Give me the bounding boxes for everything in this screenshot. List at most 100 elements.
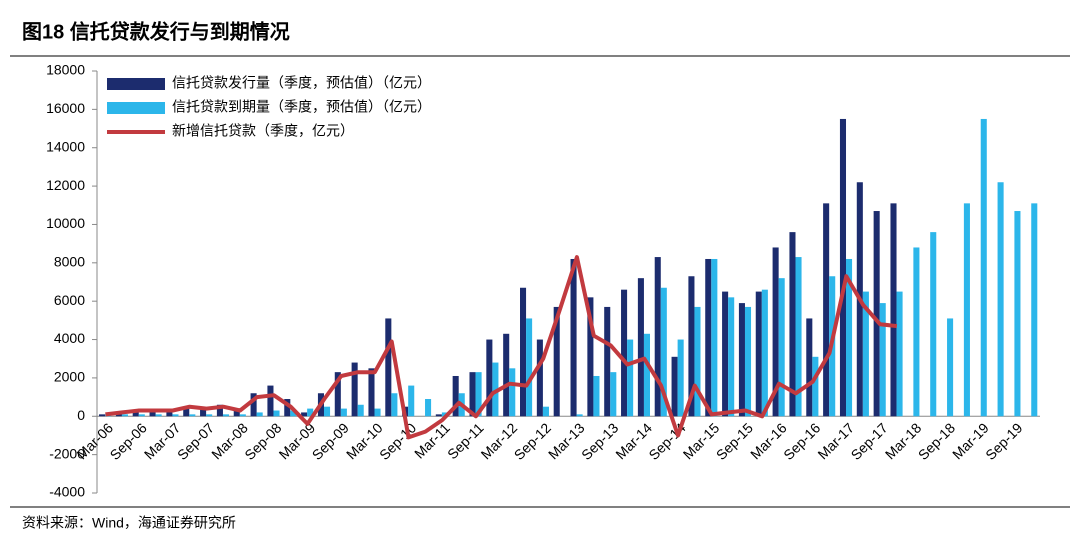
bar bbox=[671, 356, 678, 417]
bar bbox=[722, 291, 729, 417]
bar bbox=[301, 412, 308, 417]
bar bbox=[654, 257, 661, 417]
bar bbox=[536, 339, 543, 417]
bar bbox=[570, 258, 577, 417]
bar bbox=[947, 318, 954, 417]
y-tick-label: 14000 bbox=[46, 138, 85, 154]
bar bbox=[660, 287, 667, 417]
x-tick-label: Sep-11 bbox=[444, 420, 487, 463]
bar bbox=[492, 362, 499, 417]
bar bbox=[789, 232, 796, 417]
bar bbox=[593, 375, 600, 417]
bar bbox=[323, 406, 331, 417]
bar bbox=[441, 412, 448, 417]
y-tick-label: 0 bbox=[77, 407, 85, 423]
legend-swatch bbox=[107, 102, 165, 114]
y-tick-label: 2000 bbox=[54, 369, 85, 385]
y-tick-label: -2000 bbox=[49, 445, 85, 461]
bar bbox=[963, 203, 970, 417]
bar bbox=[677, 339, 684, 417]
bar bbox=[772, 247, 779, 417]
x-tick-label: Sep-15 bbox=[713, 420, 756, 463]
x-tick-label: Sep-19 bbox=[982, 420, 1025, 463]
bar bbox=[475, 372, 482, 417]
bar bbox=[711, 258, 718, 417]
bar bbox=[290, 410, 297, 417]
y-tick-label: 18000 bbox=[46, 62, 85, 78]
x-tick-label: Sep-16 bbox=[780, 420, 823, 463]
bar bbox=[351, 362, 358, 417]
bar bbox=[755, 291, 762, 417]
bar bbox=[189, 414, 196, 417]
x-tick-label: Sep-18 bbox=[915, 420, 958, 463]
bar bbox=[99, 414, 106, 417]
legend-swatch bbox=[107, 78, 165, 90]
bar bbox=[778, 278, 785, 417]
legend-label: 新增信托贷款（季度，亿元） bbox=[172, 123, 354, 139]
bar bbox=[284, 399, 291, 417]
bar bbox=[930, 232, 937, 417]
bar bbox=[997, 182, 1004, 417]
bar bbox=[216, 404, 223, 417]
x-tick-label: Sep-13 bbox=[578, 420, 621, 463]
bar bbox=[509, 368, 516, 417]
y-tick-label: 10000 bbox=[46, 215, 85, 231]
legend-label: 信托贷款发行量（季度，预估值）（亿元） bbox=[172, 75, 431, 91]
bar bbox=[239, 414, 246, 417]
bar bbox=[526, 318, 533, 417]
bar bbox=[643, 333, 651, 417]
y-tick-label: 8000 bbox=[54, 254, 85, 270]
bar bbox=[604, 306, 611, 417]
bar bbox=[452, 375, 459, 417]
bar bbox=[879, 303, 886, 417]
bar bbox=[627, 339, 634, 417]
bar bbox=[761, 289, 768, 417]
bar bbox=[368, 368, 375, 417]
bar bbox=[267, 385, 274, 417]
bar bbox=[896, 291, 903, 417]
bar bbox=[587, 297, 594, 417]
bar bbox=[256, 412, 263, 417]
bar bbox=[385, 318, 392, 417]
bar bbox=[408, 385, 415, 417]
x-tick-label: Sep-17 bbox=[848, 420, 891, 463]
bar bbox=[233, 408, 240, 417]
x-tick-label: Sep-07 bbox=[174, 420, 217, 463]
bar bbox=[839, 118, 847, 417]
bar bbox=[812, 356, 819, 417]
bar bbox=[520, 287, 527, 417]
bar bbox=[425, 399, 432, 417]
bar bbox=[222, 414, 230, 417]
bar bbox=[469, 372, 476, 417]
bar bbox=[435, 414, 442, 417]
bar bbox=[357, 404, 364, 417]
bar bbox=[340, 408, 347, 417]
bar bbox=[846, 258, 853, 417]
x-tick-label: Sep-12 bbox=[511, 420, 554, 463]
bar bbox=[273, 410, 280, 417]
bar bbox=[200, 408, 207, 417]
bar bbox=[862, 291, 869, 417]
bar bbox=[250, 393, 257, 417]
bar bbox=[149, 410, 156, 417]
bar bbox=[738, 303, 745, 417]
x-tick-label: Sep-06 bbox=[107, 420, 150, 463]
bar bbox=[172, 414, 179, 417]
bar bbox=[621, 289, 628, 417]
bar bbox=[486, 339, 493, 417]
bar bbox=[890, 203, 897, 417]
chart-title: 图18 信托贷款发行与到期情况 bbox=[22, 19, 290, 43]
bar bbox=[391, 393, 398, 417]
bar bbox=[206, 414, 213, 417]
x-tick-label: Sep-10 bbox=[376, 420, 419, 463]
bar bbox=[980, 118, 987, 417]
bar bbox=[795, 257, 802, 417]
bar bbox=[637, 278, 644, 417]
bar bbox=[688, 276, 695, 417]
bar bbox=[374, 408, 381, 417]
bar bbox=[138, 414, 145, 417]
line bbox=[105, 255, 898, 440]
bar bbox=[307, 408, 314, 417]
bar bbox=[705, 258, 712, 417]
bar bbox=[744, 306, 752, 417]
